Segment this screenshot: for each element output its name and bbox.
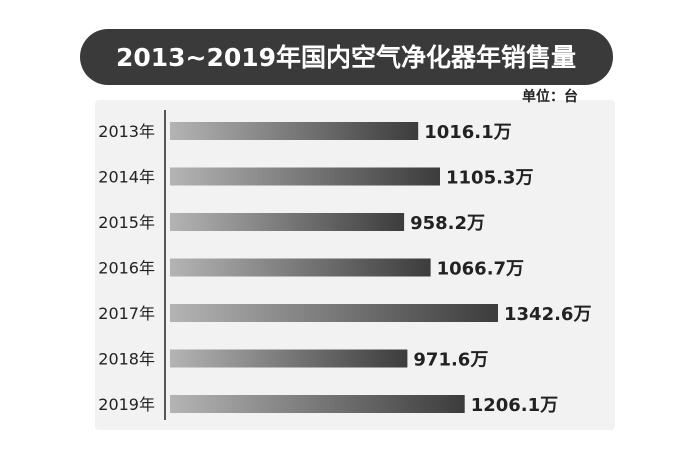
value-label: 958.2万 <box>410 213 485 234</box>
bar-2018 <box>170 349 408 368</box>
bar-2016 <box>170 258 431 277</box>
value-labels-layer: 1016.1万 1105.3万 958.2万 1066.7万 1342.6万 971.6万… <box>410 122 591 416</box>
category-label: 2014年 <box>98 168 155 187</box>
category-label: 2017年 <box>98 304 155 323</box>
bar-2019 <box>170 395 465 413</box>
category-label: 2015年 <box>98 213 155 232</box>
value-label: 1066.7万 <box>437 259 524 280</box>
category-labels-layer: 2013年 2014年 2015年 2016年 2017年 2018年 2019年 <box>98 122 155 414</box>
value-label: 1016.1万 <box>424 122 511 143</box>
bar-2014 <box>170 167 440 186</box>
value-label: 1206.1万 <box>471 395 558 416</box>
category-label: 2018年 <box>98 350 155 369</box>
value-label: 1342.6万 <box>504 304 591 325</box>
category-label: 2013年 <box>98 122 155 141</box>
value-label: 971.6万 <box>413 350 488 371</box>
bar-2015 <box>170 213 405 231</box>
bar-2017 <box>170 304 498 322</box>
category-label: 2016年 <box>98 259 155 278</box>
value-label: 1105.3万 <box>446 168 533 189</box>
bar-2013 <box>170 122 419 140</box>
title-banner <box>80 29 613 85</box>
unit-label: 单位：台 <box>522 88 578 105</box>
bars-layer <box>170 122 498 413</box>
category-label: 2019年 <box>98 395 155 414</box>
chart-title: 2013~2019年国内空气净化器年销售量 <box>116 43 576 72</box>
